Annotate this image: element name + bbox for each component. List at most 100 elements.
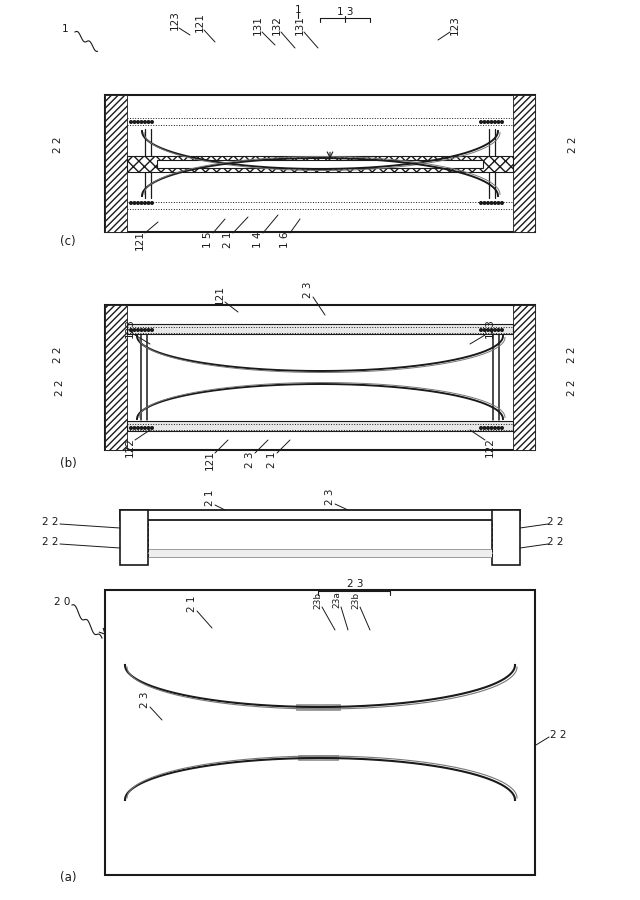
Circle shape: [130, 427, 132, 429]
Text: (b): (b): [60, 456, 76, 470]
Text: 2 2: 2 2: [547, 517, 563, 527]
Text: 2 3: 2 3: [140, 692, 150, 708]
Circle shape: [480, 202, 483, 204]
Circle shape: [130, 328, 132, 331]
Text: 2 2: 2 2: [53, 346, 63, 364]
Circle shape: [483, 202, 486, 204]
Text: 123: 123: [450, 15, 460, 35]
Circle shape: [493, 121, 496, 123]
Text: 2 2: 2 2: [42, 517, 58, 527]
Circle shape: [137, 121, 140, 123]
Circle shape: [140, 328, 143, 331]
Text: 2 2: 2 2: [568, 137, 578, 153]
Circle shape: [493, 202, 496, 204]
Circle shape: [144, 427, 147, 429]
Bar: [127, 421, 513, 431]
Circle shape: [490, 121, 493, 123]
Text: 1 3: 1 3: [337, 7, 353, 17]
Text: 23b: 23b: [351, 591, 360, 608]
Text: 2 1: 2 1: [267, 452, 277, 468]
Circle shape: [133, 328, 136, 331]
Circle shape: [483, 328, 486, 331]
Circle shape: [500, 121, 503, 123]
Bar: [127, 324, 513, 334]
Text: 122: 122: [125, 437, 135, 457]
Bar: [148, 549, 492, 557]
Text: (a): (a): [60, 871, 76, 885]
Circle shape: [133, 121, 136, 123]
Circle shape: [480, 121, 483, 123]
Circle shape: [140, 121, 143, 123]
Text: 131: 131: [253, 15, 263, 35]
Bar: [296, 704, 340, 710]
Text: 131: 131: [295, 15, 305, 35]
Circle shape: [497, 427, 500, 429]
Text: 2 2: 2 2: [550, 730, 566, 740]
Circle shape: [483, 121, 486, 123]
Text: 121: 121: [215, 285, 225, 305]
Circle shape: [147, 427, 150, 429]
Text: 1 4: 1 4: [253, 231, 263, 248]
Bar: [105, 590, 535, 875]
Text: 2 3: 2 3: [325, 489, 335, 505]
Text: 2 1: 2 1: [187, 596, 197, 612]
Text: 1: 1: [294, 5, 301, 15]
Circle shape: [133, 202, 136, 204]
Text: 2 2: 2 2: [55, 380, 65, 396]
Text: 121: 121: [135, 230, 145, 250]
Text: 2 1: 2 1: [205, 490, 215, 506]
Bar: [492, 510, 520, 565]
Circle shape: [140, 202, 143, 204]
Circle shape: [480, 328, 483, 331]
Text: 122: 122: [485, 437, 495, 457]
Circle shape: [150, 427, 154, 429]
Circle shape: [150, 121, 154, 123]
Bar: [127, 156, 513, 172]
Circle shape: [497, 328, 500, 331]
Circle shape: [140, 427, 143, 429]
Circle shape: [486, 328, 490, 331]
Bar: [157, 159, 483, 167]
Circle shape: [137, 328, 140, 331]
Circle shape: [490, 427, 493, 429]
Circle shape: [490, 328, 493, 331]
Text: 2 2: 2 2: [42, 537, 58, 547]
Circle shape: [147, 121, 150, 123]
Circle shape: [493, 328, 496, 331]
Circle shape: [480, 427, 483, 429]
Text: 2 3: 2 3: [303, 282, 313, 298]
Text: 2 2: 2 2: [53, 137, 63, 153]
Circle shape: [497, 202, 500, 204]
Circle shape: [133, 427, 136, 429]
Circle shape: [493, 427, 496, 429]
Text: 2 2: 2 2: [567, 346, 577, 364]
Circle shape: [486, 121, 490, 123]
Circle shape: [483, 427, 486, 429]
Text: 123: 123: [170, 10, 180, 30]
Circle shape: [490, 202, 493, 204]
Text: 2 2: 2 2: [567, 380, 577, 396]
Text: 2 2: 2 2: [547, 537, 563, 547]
Text: 23a: 23a: [333, 591, 342, 608]
Text: 1: 1: [61, 24, 68, 34]
Text: (c): (c): [60, 236, 76, 248]
Text: 132: 132: [272, 15, 282, 35]
Bar: [120, 510, 148, 565]
Bar: [105, 305, 535, 450]
Bar: [105, 95, 127, 232]
Circle shape: [150, 202, 154, 204]
Circle shape: [130, 202, 132, 204]
Bar: [120, 510, 520, 520]
Circle shape: [137, 202, 140, 204]
Circle shape: [500, 202, 503, 204]
Circle shape: [147, 202, 150, 204]
Circle shape: [144, 202, 147, 204]
Text: 121: 121: [205, 450, 215, 470]
Text: 123: 123: [125, 318, 135, 338]
Text: 1 6: 1 6: [280, 231, 290, 248]
Text: 2 0: 2 0: [54, 597, 70, 607]
Text: 121: 121: [195, 12, 205, 32]
Text: 123: 123: [485, 318, 495, 338]
Circle shape: [486, 202, 490, 204]
Bar: [298, 755, 339, 760]
